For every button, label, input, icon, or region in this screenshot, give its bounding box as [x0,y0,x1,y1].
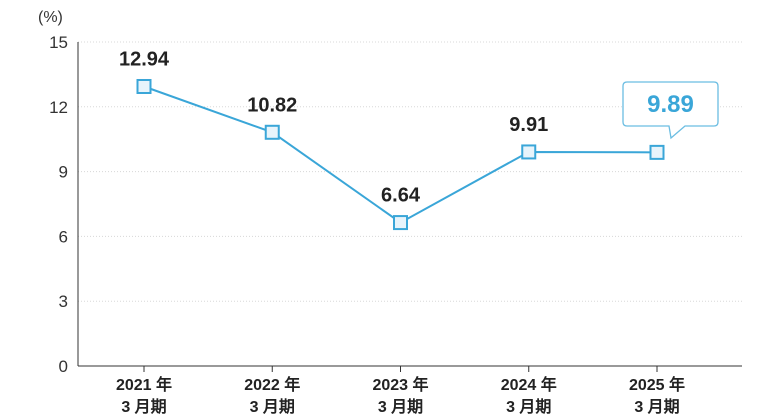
y-axis-unit-label: (%) [38,9,63,26]
data-point-marker [393,215,408,231]
x-category-label-period: 3 月期 [378,397,423,416]
x-category-label-year: 2022 年 [244,375,300,394]
y-tick-label: 6 [59,227,68,246]
data-label: 6.64 [381,185,421,207]
y-tick-label: 0 [59,357,68,376]
x-category-label-year: 2025 年 [629,375,685,394]
y-tick-label: 3 [59,292,68,311]
data-point-marker [264,124,280,140]
data-point-marker [521,144,537,160]
x-category-label-period: 3 月期 [634,397,679,416]
y-tick-label: 12 [49,98,68,117]
y-tick-label: 9 [59,163,68,182]
data-point-marker [136,78,152,94]
series [136,78,665,231]
x-category-label-year: 2024 年 [501,375,557,394]
y-tick-label: 15 [49,33,68,52]
data-label: 9.91 [509,114,548,136]
highlight-data-label: 9.89 [647,91,694,118]
axes [77,42,742,372]
highlight-callout-box [622,81,719,140]
gridlines [78,41,742,302]
data-point-marker [649,144,665,160]
data-label: 10.82 [247,94,297,116]
x-category-label-period: 3 月期 [506,397,551,416]
x-category-label-period: 3 月期 [250,397,295,416]
x-category-label-year: 2023 年 [372,375,428,394]
x-category-label-period: 3 月期 [121,397,166,416]
x-category-label-year: 2021 年 [116,375,172,394]
data-label: 12.94 [119,48,170,70]
labels: 0 3 6 9 12 15 2021 年 3 月期 2022 年 3 月期 2023 年 3 月期 20… [49,33,719,416]
